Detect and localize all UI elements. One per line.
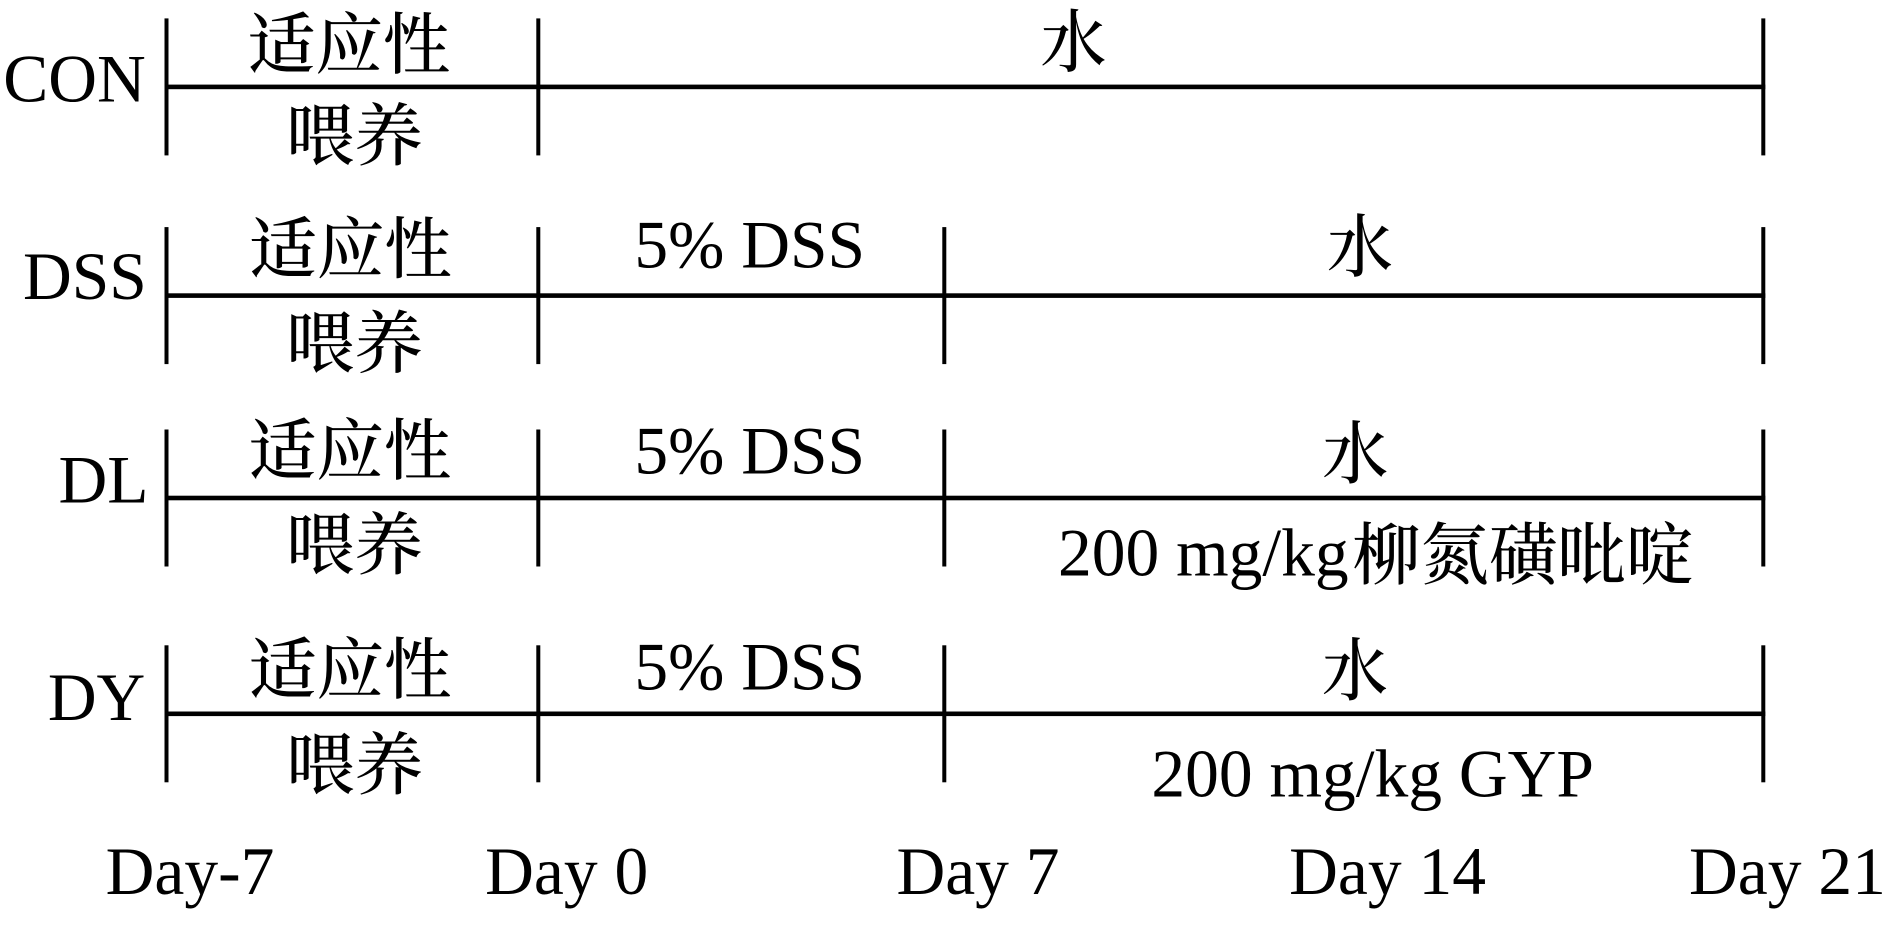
svg-text:Day 7: Day 7 xyxy=(896,834,1059,909)
svg-text:Day 14: Day 14 xyxy=(1289,834,1486,909)
svg-text:5% DSS: 5% DSS xyxy=(634,413,865,488)
svg-text:200 mg/kg: 200 mg/kg xyxy=(1058,516,1349,591)
svg-text:DL: DL xyxy=(58,443,148,518)
svg-text:DY: DY xyxy=(48,660,146,735)
svg-text:200 mg/kg GYP: 200 mg/kg GYP xyxy=(1151,737,1594,812)
svg-text:Day 0: Day 0 xyxy=(485,834,648,909)
svg-text:DSS: DSS xyxy=(23,239,147,314)
svg-text:CON: CON xyxy=(3,42,146,117)
svg-text:5% DSS: 5% DSS xyxy=(634,208,865,283)
svg-text:5% DSS: 5% DSS xyxy=(634,629,865,704)
svg-text:Day 21: Day 21 xyxy=(1689,834,1886,909)
svg-text:Day-7: Day-7 xyxy=(106,834,275,909)
